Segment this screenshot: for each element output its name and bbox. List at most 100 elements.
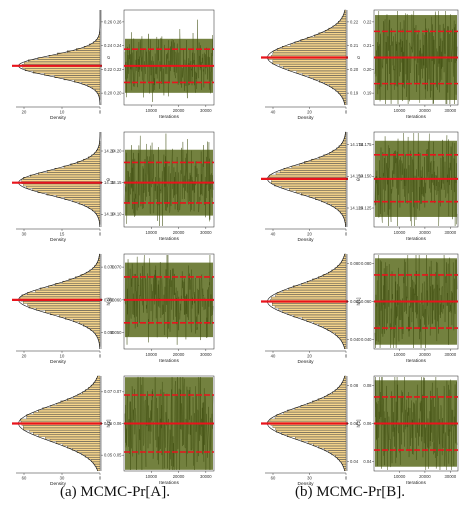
iterations-axis-label: Iterations [406, 358, 426, 364]
histogram-bar [337, 208, 347, 212]
histogram-bar [335, 332, 347, 336]
trace-line [374, 10, 458, 105]
histogram-bar [58, 314, 101, 318]
histogram-bar [75, 276, 101, 279]
hist-param-tick-label: 0.20 [350, 67, 359, 72]
histogram-bar [275, 294, 347, 297]
histogram-bar [24, 68, 101, 72]
histogram-bar [338, 91, 347, 94]
histogram-bar [283, 412, 347, 415]
histogram-bar [332, 25, 347, 29]
histogram-bar [68, 278, 101, 282]
caption-b: (b) MCMC-Pr[B]. [295, 484, 406, 500]
histogram-bar [26, 416, 101, 419]
histogram-bar [279, 170, 347, 173]
histogram-bar [307, 441, 347, 444]
iterations-axis-label: Iterations [159, 236, 179, 242]
histogram-bar [337, 265, 347, 268]
histogram-bar [56, 402, 101, 406]
histogram-bar [33, 412, 101, 415]
density-axis-label: Density [50, 115, 67, 121]
histogram-bar [50, 405, 101, 408]
histogram-bar [82, 158, 101, 162]
histogram-bar [29, 430, 101, 433]
iter-tick-label: 30000 [445, 474, 457, 479]
histogram-bar [271, 181, 347, 184]
density-axis-label: Density [298, 359, 315, 365]
histogram-bar [282, 290, 347, 293]
iter-tick-label: 10000 [145, 352, 157, 357]
histogram-bar [76, 48, 101, 51]
hist-param-tick-label: 14.175 [350, 142, 363, 147]
hist-param-tick-label: 0.060 [104, 297, 115, 302]
histogram-bar [63, 77, 101, 81]
histogram-bar [89, 269, 101, 273]
histogram-bar [312, 278, 347, 282]
density-tick-label: 10 [60, 354, 65, 359]
histogram-bar [326, 201, 347, 205]
histogram-bar [340, 18, 347, 22]
histogram-bar [332, 86, 347, 90]
histogram-bar [287, 434, 347, 438]
histogram-bar [90, 328, 101, 331]
density-tick-label: 20 [307, 232, 312, 237]
histogram-bar [63, 165, 101, 169]
histogram-bar [337, 457, 347, 460]
histogram-bar [283, 168, 347, 171]
density-tick-label: 20 [22, 354, 27, 359]
hist-param-tick-label: 0.19 [350, 91, 359, 96]
histogram-bar [27, 303, 101, 306]
histogram-bar [26, 414, 101, 417]
hist-param-tick-label: 0.22 [350, 19, 359, 24]
histogram-bar [64, 197, 101, 200]
histogram-bar [310, 158, 347, 162]
trace-param-tick-label: 0.040 [361, 337, 372, 342]
iter-tick-label: 20000 [419, 108, 431, 113]
histogram-bar [324, 82, 347, 85]
hist-param-tick-label: 0.21 [350, 43, 359, 48]
histogram-bar [275, 427, 347, 431]
histogram-bar [84, 454, 101, 458]
density-tick-label: 0 [99, 232, 102, 237]
density-axis-label: Density [50, 481, 67, 487]
hist-param-tick-label: 0.05 [104, 453, 113, 458]
density-curve [18, 10, 101, 106]
histogram-bar [91, 86, 101, 90]
histogram-bar [342, 342, 347, 345]
trace-line [374, 376, 458, 471]
histogram-bar [23, 61, 101, 65]
histogram-bar [288, 68, 347, 72]
histogram-bar [272, 303, 347, 306]
histogram-bar [54, 168, 101, 171]
panel-a-row-2: 30 15 0Density14.2014.1514.1014.2014.1514.… [12, 131, 215, 243]
histogram-bar [94, 380, 101, 383]
iter-tick-label: 10000 [394, 352, 406, 357]
iter-tick-label: 30000 [445, 230, 457, 235]
hist-param-tick-label: 0.06 [104, 421, 113, 426]
histogram-bar [271, 296, 347, 300]
iter-tick-label: 20000 [419, 474, 431, 479]
histogram-bar [70, 163, 101, 166]
trace-plot: 0.22 0.21 0.20 0.19 σ 10000 20000 30000 Iteratio… [357, 9, 459, 120]
histogram-bar [44, 73, 101, 76]
histogram-bar [64, 317, 101, 320]
iter-tick-label: 30000 [200, 352, 212, 357]
trace-line [374, 132, 458, 227]
iter-tick-label: 30000 [445, 108, 457, 113]
trace-plot: 0.26 0.24 0.22 0.20 σ 10000 20000 30000 Iteratio… [107, 9, 215, 120]
histogram-bar [48, 55, 101, 58]
histogram-bar [78, 201, 101, 205]
density-tick-label: 60 [22, 476, 27, 481]
panel-b-row-3: 40 20 0Density0.0800.0600.0400.0800.0600.0… [261, 253, 459, 365]
trace-param-tick-label: 0.07 [113, 389, 122, 394]
density-tick-label: 10 [60, 110, 65, 115]
histogram-bar [312, 400, 347, 404]
histogram-bar [339, 384, 347, 388]
iter-tick-label: 30000 [200, 474, 212, 479]
histogram-bar [306, 36, 347, 40]
trace-plot: 0.07 0.06 0.05 h[2] 10000 20000 30000 Iteration… [106, 375, 215, 486]
histogram-bar [78, 321, 101, 325]
histogram-bar [276, 430, 347, 433]
iter-tick-label: 20000 [173, 108, 185, 113]
iter-tick-label: 20000 [173, 230, 185, 235]
